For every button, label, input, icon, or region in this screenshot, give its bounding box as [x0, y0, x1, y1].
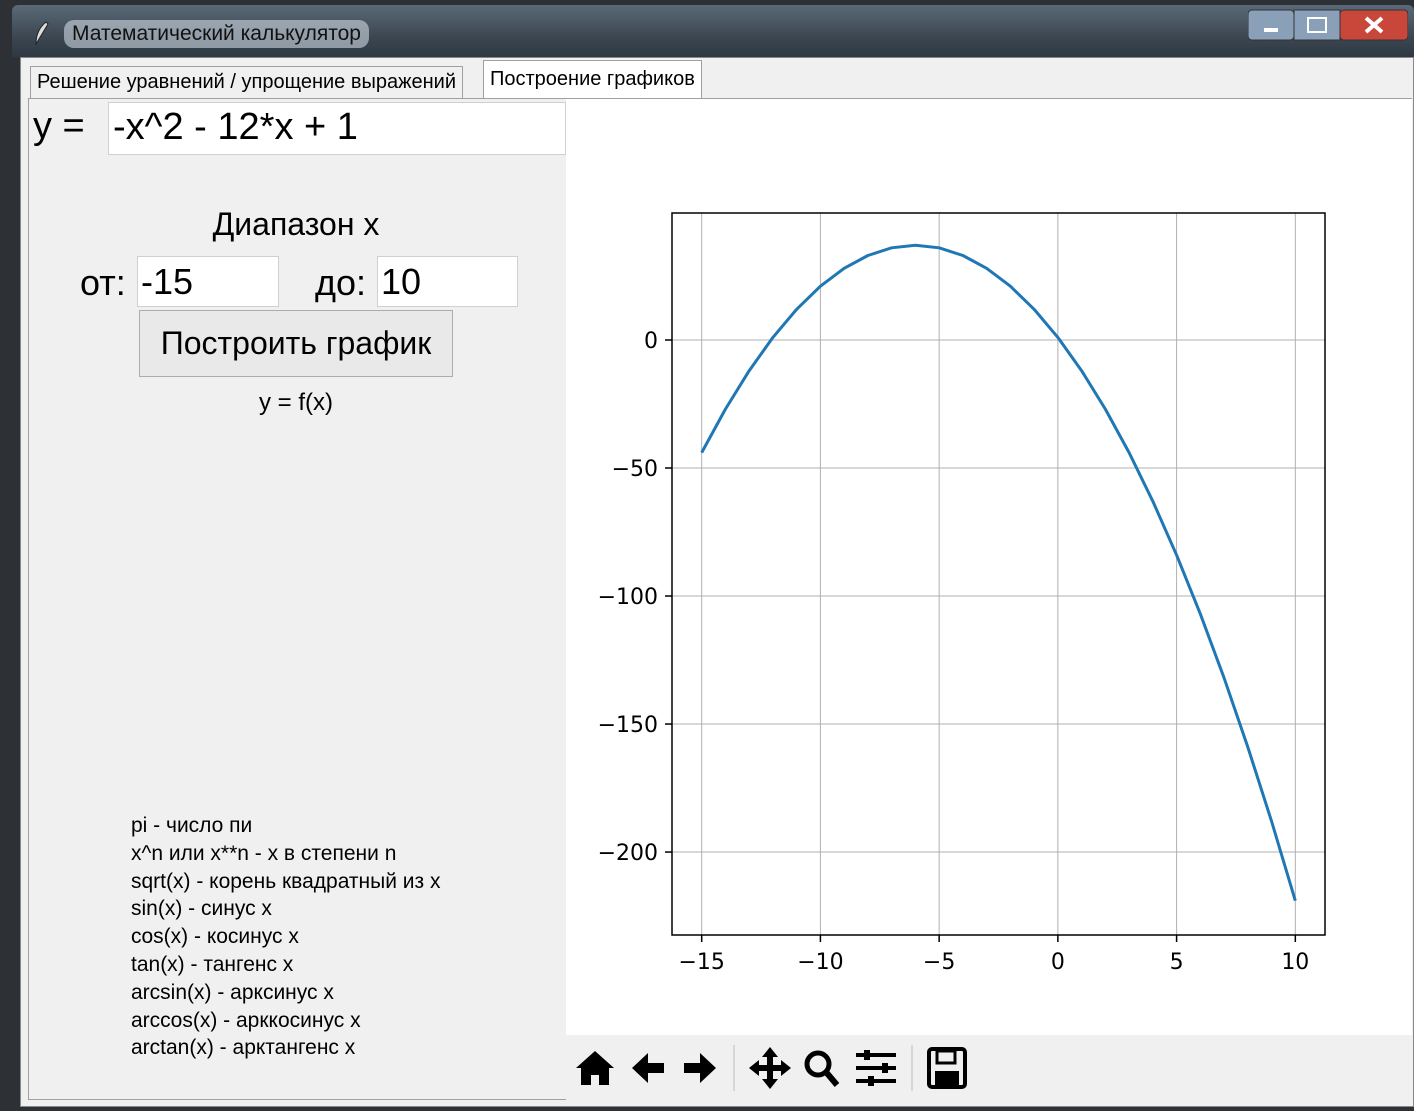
tab[interactable]: Решение уравнений / упрощение выражений — [30, 66, 463, 99]
app-icon — [32, 20, 52, 46]
help-line: cos(x) - косинус x — [131, 923, 441, 951]
line — [702, 245, 1296, 900]
range-title: Диапазон x — [0, 206, 592, 243]
help-line: tan(x) - тангенс x — [131, 951, 441, 979]
help-line: x^n или x**n - x в степени n — [131, 840, 441, 868]
help-line: arctan(x) - арктангенс x — [131, 1034, 441, 1062]
y-tick-label: −150 — [598, 713, 658, 738]
x-tick-label: −5 — [923, 950, 955, 975]
y-tick-label: −100 — [598, 585, 658, 610]
home-button[interactable] — [576, 1051, 614, 1085]
desktop: {"window": {"title": "Математический кал… — [0, 0, 1414, 1111]
formula-input[interactable]: -x^2 - 12*x + 1 — [108, 102, 566, 155]
y-tick-label: −200 — [598, 841, 658, 866]
toolbar-icons — [566, 1035, 986, 1100]
x-tick-label: 10 — [1281, 950, 1309, 975]
plot-button[interactable]: Построить график — [139, 310, 453, 377]
formula-label: y = — [33, 105, 85, 148]
to-label: до: — [315, 262, 366, 304]
x-tick-label: 5 — [1170, 950, 1184, 975]
from-input[interactable]: -15 — [137, 256, 279, 307]
x-tick-label: −10 — [797, 950, 843, 975]
help-line: sin(x) - синус x — [131, 895, 441, 923]
configure-button[interactable] — [856, 1050, 896, 1086]
x-tick-label: 0 — [1051, 950, 1065, 975]
from-label: от: — [80, 262, 126, 304]
zoom-button[interactable] — [807, 1053, 837, 1085]
plot-frame — [672, 213, 1325, 935]
forward-button[interactable] — [684, 1053, 716, 1083]
window-title: Математический калькулятор — [64, 20, 369, 48]
save-button[interactable] — [929, 1049, 965, 1087]
toolbar — [566, 1035, 1412, 1100]
tab-selected[interactable]: Построение графиков — [483, 60, 702, 99]
hint: y = f(x) — [0, 389, 592, 417]
help-line: arccos(x) - арккосинус x — [131, 1007, 441, 1035]
pan-button[interactable] — [749, 1047, 791, 1089]
window-controls — [1248, 8, 1408, 44]
maximize-button[interactable] — [1294, 10, 1340, 40]
help-line: sqrt(x) - корень квадратный из x — [131, 868, 441, 896]
help-line: arcsin(x) - арксинус x — [131, 979, 441, 1007]
minimize-button[interactable] — [1248, 10, 1294, 40]
back-button[interactable] — [632, 1053, 664, 1083]
to-input[interactable]: 10 — [377, 256, 518, 307]
y-tick-label: 0 — [644, 329, 658, 354]
help-line: pi - число пи — [131, 812, 441, 840]
x-tick-label: −15 — [678, 950, 724, 975]
y-tick-label: −50 — [612, 457, 658, 482]
